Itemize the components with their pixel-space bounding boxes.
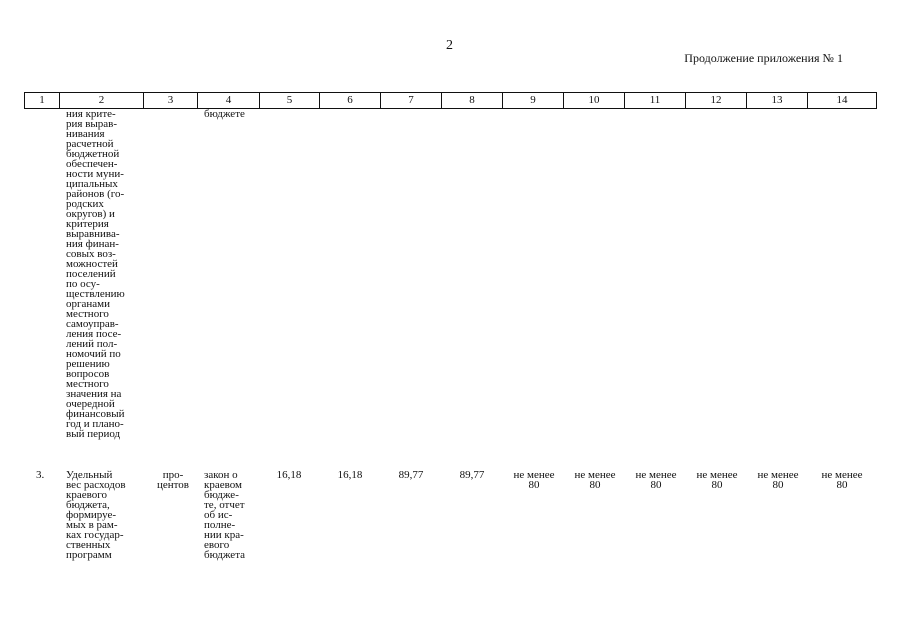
table-header-cell: 3 — [144, 92, 198, 109]
row-number: 3. — [36, 469, 45, 481]
indicator-name: Удельный вес расходов краевого бюджета, … — [66, 469, 126, 561]
table-header-cell: 2 — [60, 92, 144, 109]
data-source: закон о краевом бюдже- те, отчет об ис- … — [204, 469, 246, 561]
continued-indicator-text: ния крите- рия вырав- нивания расчетной … — [66, 108, 125, 440]
table-header-cell: 6 — [320, 92, 381, 109]
table-header-cell: 9 — [503, 92, 564, 109]
table-header-cell: 12 — [686, 92, 747, 109]
value-col7: 89,77 — [398, 469, 424, 481]
unit-of-measure: про- центов — [156, 469, 189, 491]
value-col12: не менее 80 — [696, 469, 738, 491]
table-header-cell: 5 — [260, 92, 320, 109]
value-col9: не менее 80 — [513, 469, 555, 491]
value-col6: 16,18 — [337, 469, 363, 481]
table-header-cell: 10 — [564, 92, 625, 109]
table-header-cell: 4 — [198, 92, 260, 109]
value-col10: не менее 80 — [574, 469, 616, 491]
table-header-row: 1 2 3 4 5 6 7 8 9 10 11 12 13 14 — [24, 92, 877, 109]
value-col11: не менее 80 — [635, 469, 677, 491]
table-header-cell: 13 — [747, 92, 808, 109]
value-col8: 89,77 — [459, 469, 485, 481]
continuation-label: Продолжение приложения № 1 — [684, 51, 843, 65]
table-header-cell: 7 — [381, 92, 442, 109]
table-header-cell: 14 — [808, 92, 877, 109]
table-header-cell: 8 — [442, 92, 503, 109]
page-number: 2 — [446, 38, 453, 53]
table-header-cell: 1 — [24, 92, 60, 109]
value-col14: не менее 80 — [821, 469, 863, 491]
table-header-cell: 11 — [625, 92, 686, 109]
value-col13: не менее 80 — [757, 469, 799, 491]
value-col5: 16,18 — [276, 469, 302, 481]
continued-source-text: бюджете — [204, 108, 245, 120]
